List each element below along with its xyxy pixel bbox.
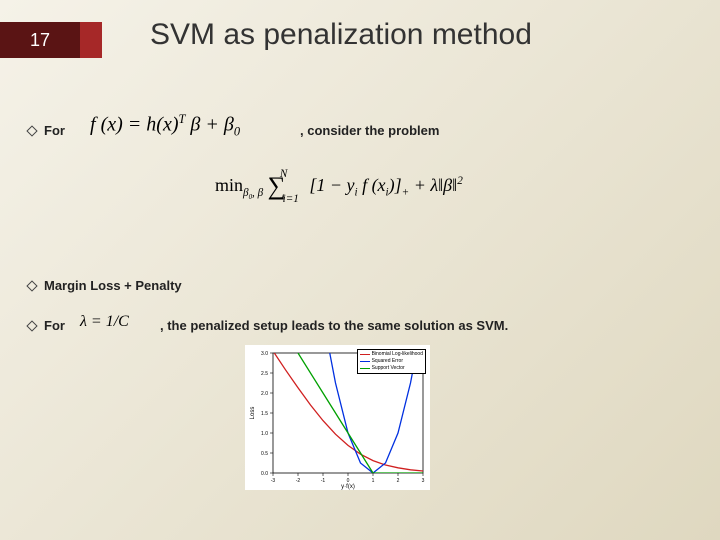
bullet-3-suffix: , the penalized setup leads to the same … (160, 318, 508, 333)
svg-text:2.0: 2.0 (261, 391, 268, 397)
svg-text:1.0: 1.0 (261, 431, 268, 437)
svg-text:-2: -2 (296, 478, 301, 484)
bullet-2-text: Margin Loss + Penalty (44, 278, 182, 293)
bullet-1: For (28, 123, 65, 138)
page-number: 17 (30, 30, 50, 51)
formula-min: minβ0, β ∑i=1N[1 − yi f (xi)]+ + λ‖β‖2 (215, 170, 463, 201)
svg-text:1.5: 1.5 (261, 411, 268, 417)
chart-legend: Binomial Log-likelihoodSquared ErrorSupp… (357, 349, 426, 374)
bullet-icon (26, 125, 37, 136)
formula-fx: f (x) = h(x)T β + β0 (90, 112, 240, 140)
page-number-box: 17 (0, 22, 80, 58)
page-number-accent (80, 22, 102, 58)
svg-text:1: 1 (372, 478, 375, 484)
loss-comparison-chart: -3-2-101230.00.51.01.52.02.53.0y·f(x)Los… (245, 345, 430, 490)
bullet-3-suffix-wrap: , the penalized setup leads to the same … (160, 318, 508, 333)
svg-text:-1: -1 (321, 478, 326, 484)
slide-title: SVM as penalization method (150, 18, 532, 52)
bullet-3: For (28, 318, 65, 333)
bullet-icon (26, 280, 37, 291)
bullet-icon (26, 320, 37, 331)
svg-text:y·f(x): y·f(x) (341, 484, 355, 490)
svg-text:0.0: 0.0 (261, 471, 268, 477)
bullet-1-prefix: For (44, 123, 65, 138)
svg-text:-3: -3 (271, 478, 276, 484)
bullet-1-suffix-wrap: , consider the problem (300, 123, 439, 138)
svg-text:0.5: 0.5 (261, 451, 268, 457)
bullet-3-prefix: For (44, 318, 65, 333)
svg-text:Loss: Loss (250, 407, 256, 420)
svg-text:2: 2 (397, 478, 400, 484)
svg-text:3.0: 3.0 (261, 351, 268, 357)
bullet-2: Margin Loss + Penalty (28, 278, 182, 293)
svg-text:2.5: 2.5 (261, 371, 268, 377)
svg-text:3: 3 (422, 478, 425, 484)
formula-lambda: λ = 1/C (80, 313, 129, 331)
bullet-1-suffix: , consider the problem (300, 123, 439, 138)
